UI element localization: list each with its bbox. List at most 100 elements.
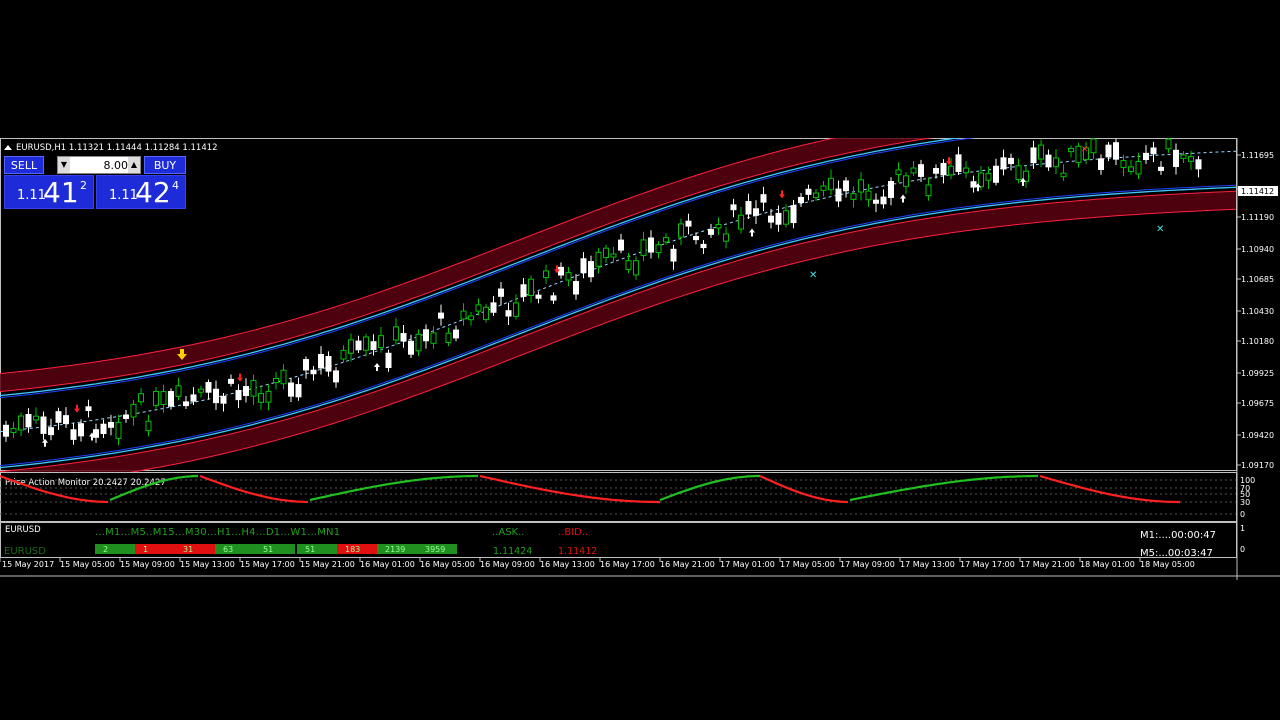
mtf-cell-value: 63 xyxy=(223,545,233,554)
lot-control: ▼ ▲ xyxy=(57,156,141,174)
candle-body xyxy=(85,406,92,411)
candle-body xyxy=(1105,144,1112,158)
candle-body xyxy=(55,411,62,423)
indicator-level-label: 70 xyxy=(1240,484,1250,493)
price-label: 1.10430 xyxy=(1241,307,1274,316)
candle-body xyxy=(273,377,279,384)
candle-body xyxy=(760,194,767,203)
candle-body xyxy=(175,385,182,397)
inner-band-shadow xyxy=(0,184,1237,467)
candle-body xyxy=(1098,158,1104,170)
candle-body xyxy=(775,212,782,225)
mtf-symbol-row: EURUSD xyxy=(4,546,46,557)
lot-decrease-icon[interactable]: ▼ xyxy=(58,157,70,173)
indicator-segment xyxy=(1039,474,1180,504)
candle-body xyxy=(835,188,842,202)
indicator-title: Price Action Monitor 20.2427 20.2427 xyxy=(5,478,166,488)
price-label: 1.09925 xyxy=(1241,369,1274,378)
window-menu-icon[interactable] xyxy=(4,145,12,150)
chart-window[interactable]: ✕✕✕ 1.116951.114121.111901.109401.106851… xyxy=(0,92,1280,580)
buy-price-box[interactable]: 1.11 42 4 xyxy=(96,175,186,209)
price-label: 1.09675 xyxy=(1241,399,1274,408)
time-label: 16 May 05:00 xyxy=(420,560,475,569)
candle-body xyxy=(873,199,879,204)
cross-marker-icon: ✕ xyxy=(809,270,817,281)
candle-body xyxy=(963,167,969,174)
mtf-cell-value: 2139 xyxy=(385,545,405,554)
indicator-segment xyxy=(759,474,849,504)
candle-body xyxy=(445,332,452,344)
inner-band-line xyxy=(0,186,1237,469)
lot-size-input[interactable] xyxy=(72,157,128,173)
candle-body xyxy=(550,295,557,301)
time-label: 17 May 09:00 xyxy=(840,560,895,569)
time-label: 15 May 13:00 xyxy=(180,560,235,569)
outer-band-line xyxy=(0,208,1237,491)
candle-body xyxy=(708,229,714,235)
candle-body xyxy=(378,335,384,348)
lot-increase-icon[interactable]: ▲ xyxy=(128,157,140,173)
candle-body xyxy=(303,359,309,371)
candle-body xyxy=(648,237,654,253)
candle-body xyxy=(40,416,47,434)
one-click-trading-panel: SELL ▼ ▲ BUY 1.11 41 2 1.11 42 4 xyxy=(4,156,186,210)
candle-body xyxy=(820,185,827,191)
candle-body xyxy=(370,341,377,351)
candle-body xyxy=(1135,161,1142,175)
ask-label: ..ASK.. xyxy=(492,527,524,538)
sell-arrow-icon xyxy=(74,404,80,413)
buy-price-sup: 4 xyxy=(172,179,179,192)
candle-body xyxy=(753,208,759,216)
candle-body xyxy=(813,192,819,198)
candle-body xyxy=(745,201,752,215)
alert-arrow-icon xyxy=(177,349,187,360)
buy-price-big: 42 xyxy=(135,176,171,209)
candle-body xyxy=(610,253,617,258)
sell-button[interactable]: SELL xyxy=(4,156,44,174)
sell-price-sup: 2 xyxy=(80,179,87,192)
candle-body xyxy=(393,326,399,341)
candle-body xyxy=(1015,165,1022,181)
candle-body xyxy=(903,175,909,187)
candle-body xyxy=(205,382,212,393)
candle-body xyxy=(1053,157,1059,168)
candle-body xyxy=(265,390,272,403)
candle-body xyxy=(1173,149,1179,167)
sell-price-box[interactable]: 1.11 41 2 xyxy=(4,175,94,209)
candle-body xyxy=(78,423,84,437)
candle-body xyxy=(423,329,429,342)
candle-body xyxy=(663,237,669,243)
buy-price-small: 1.11 xyxy=(109,188,138,203)
price-label: 1.10940 xyxy=(1241,245,1274,254)
candle-body xyxy=(475,304,482,312)
price-chart[interactable]: ✕✕✕ 1.116951.114121.111901.109401.106851… xyxy=(0,92,1280,580)
mtf-cell xyxy=(297,544,337,554)
candle-body xyxy=(325,355,332,372)
time-label: 15 May 21:00 xyxy=(300,560,355,569)
candle-body xyxy=(858,179,864,193)
time-label: 17 May 01:00 xyxy=(720,560,775,569)
mtf-cell-value: 51 xyxy=(305,545,315,554)
candle-body xyxy=(843,180,849,192)
candle-body xyxy=(633,260,639,276)
mtf-cell xyxy=(175,544,215,554)
candle-body xyxy=(693,235,699,241)
time-label: 17 May 21:00 xyxy=(1020,560,1075,569)
time-label: 16 May 21:00 xyxy=(660,560,715,569)
candle-body xyxy=(460,310,467,320)
buy-button[interactable]: BUY xyxy=(144,156,186,174)
lower-band-fill xyxy=(0,191,1236,490)
candle-body xyxy=(730,204,737,211)
candle-body xyxy=(700,243,707,249)
candle-body xyxy=(880,196,887,205)
candle-body xyxy=(910,167,917,174)
candle-body xyxy=(33,415,39,421)
current-price-marker xyxy=(1238,186,1278,196)
candle-body xyxy=(295,384,302,398)
mtf-cell xyxy=(215,544,255,554)
candle-body xyxy=(1030,147,1037,164)
candle-body xyxy=(1068,147,1074,153)
indicator-level-label: 30 xyxy=(1240,498,1250,507)
mtf-cell-value: 31 xyxy=(183,545,193,554)
candle-body xyxy=(198,388,204,393)
